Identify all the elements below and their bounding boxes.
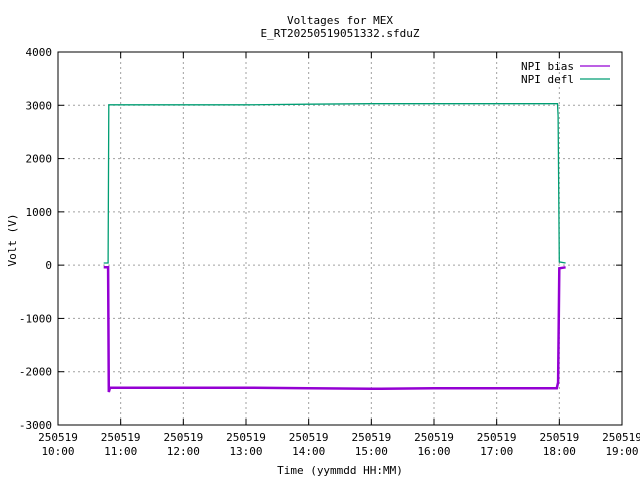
series-line-npi-bias	[103, 266, 566, 393]
x-tick-label-date: 250519	[163, 431, 203, 444]
x-tick-label-time: 11:00	[104, 445, 137, 458]
x-tick-label-time: 17:00	[480, 445, 513, 458]
y-tick-label: 4000	[26, 46, 53, 59]
x-tick-label-date: 250519	[414, 431, 454, 444]
plot-frame	[57, 51, 623, 426]
legend-label: NPI defl	[521, 73, 574, 86]
chart-title: Voltages for MEX	[287, 14, 393, 27]
y-tick-label: -3000	[19, 419, 52, 432]
y-tick-label: 2000	[26, 153, 53, 166]
x-tick-label-time: 10:00	[41, 445, 74, 458]
x-tick-label-date: 250519	[101, 431, 141, 444]
x-tick-label-date: 250519	[226, 431, 266, 444]
y-tick-label: -1000	[19, 312, 52, 325]
x-tick-label-time: 14:00	[292, 445, 325, 458]
x-tick-label-time: 16:00	[417, 445, 450, 458]
x-tick-label-date: 250519	[477, 431, 517, 444]
x-tick-label-date: 250519	[539, 431, 579, 444]
x-tick-label-date: 250519	[351, 431, 391, 444]
x-tick-label-time: 19:00	[605, 445, 638, 458]
x-tick-label-time: 15:00	[355, 445, 388, 458]
x-tick-label-time: 18:00	[543, 445, 576, 458]
y-tick-label: -2000	[19, 366, 52, 379]
x-tick-label-date: 250519	[602, 431, 640, 444]
grid-layer	[58, 52, 622, 425]
y-tick-label: 1000	[26, 206, 53, 219]
legend-label: NPI bias	[521, 60, 574, 73]
x-tick-label-date: 250519	[289, 431, 329, 444]
x-tick-label-time: 13:00	[229, 445, 262, 458]
tick-layer: -3000-2000-10000100020003000400025051910…	[19, 46, 640, 458]
chart-subtitle: E_RT20250519051332.sfduZ	[261, 27, 420, 40]
series-layer	[103, 103, 566, 393]
label-layer: Voltages for MEX E_RT20250519051332.sfdu…	[6, 14, 420, 477]
x-tick-label-date: 250519	[38, 431, 78, 444]
y-tick-label: 3000	[26, 99, 53, 112]
x-axis-label: Time (yymmdd HH:MM)	[277, 464, 403, 477]
y-tick-label: 0	[45, 259, 52, 272]
x-tick-label-time: 12:00	[167, 445, 200, 458]
y-axis-label: Volt (V)	[6, 214, 19, 267]
series-line-npi-defl	[103, 103, 566, 264]
